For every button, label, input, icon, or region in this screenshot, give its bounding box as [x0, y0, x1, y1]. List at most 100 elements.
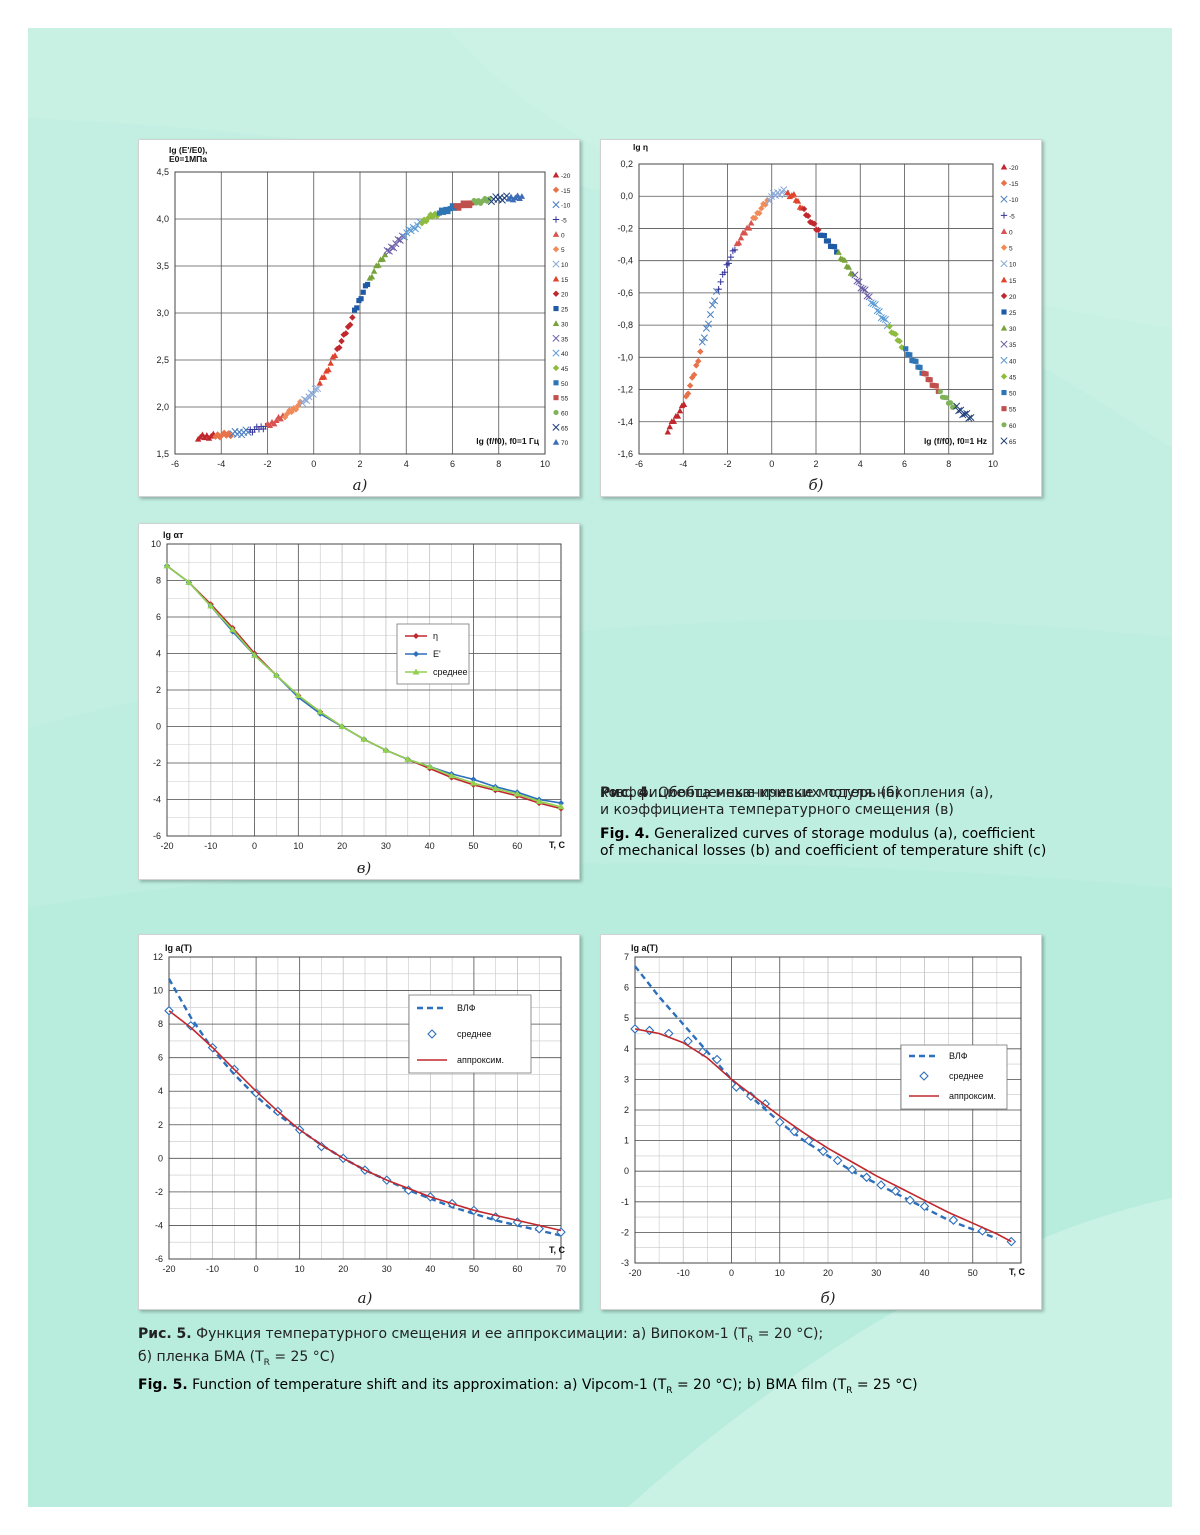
figure-4a-panel: -6-4-202468101,52,02,53,03,54,04,5-20-15… — [138, 139, 580, 497]
y-tick-label: 0,2 — [620, 159, 633, 169]
legend-marker — [553, 216, 559, 222]
fig5-ru-text: Функция температурного смещения и ее апп… — [196, 1326, 747, 1342]
data-point — [819, 1147, 827, 1155]
legend-entry: 30 — [1009, 326, 1017, 333]
x-tick-label: 10 — [295, 1264, 305, 1274]
legend-marker — [553, 291, 559, 297]
x-tick-label: -20 — [160, 841, 173, 851]
legend-entry: 25 — [561, 307, 569, 314]
legend-marker — [553, 172, 559, 178]
legend-marker — [1001, 325, 1007, 331]
legend-marker — [1001, 277, 1007, 283]
legend-marker — [553, 320, 559, 326]
y-tick-label: -1,6 — [617, 449, 633, 459]
legend-marker — [553, 350, 559, 356]
y-tick-label: -4 — [153, 795, 161, 805]
data-point — [913, 359, 918, 364]
legend-marker — [553, 395, 558, 400]
y-tick-label: 1 — [624, 1136, 629, 1146]
legend-marker — [1001, 341, 1007, 347]
y-tick-label: 8 — [158, 1019, 163, 1029]
fig4-ru-line-3: и коэффициента температурного смещения (… — [600, 802, 1070, 819]
legend-entry: среднее — [949, 1071, 984, 1081]
legend-entry: аппроксим. — [457, 1055, 504, 1065]
legend-entry: ВЛФ — [949, 1051, 968, 1061]
legend-entry: 50 — [561, 381, 569, 388]
data-point — [697, 348, 703, 354]
data-point — [717, 279, 723, 285]
data-point — [371, 268, 377, 274]
fig4-en-line-2: of mechanical losses (b) and coefficient… — [600, 843, 1070, 860]
data-point — [822, 233, 827, 238]
legend-entry: 10 — [1009, 262, 1017, 269]
legend-entry: 5 — [1009, 246, 1013, 253]
legend-marker — [1001, 244, 1007, 250]
legend-entry: 20 — [561, 292, 569, 299]
data-point — [687, 382, 693, 388]
y-tick-label: 4,0 — [156, 214, 169, 224]
data-point — [667, 423, 673, 429]
data-point — [713, 1056, 721, 1064]
y-tick-label: -3 — [621, 1258, 629, 1268]
x-axis-label: lg (f/f0), f0=1 Hz — [924, 436, 987, 446]
y-tick-label: -2 — [621, 1227, 629, 1237]
figure-4b-chart: -6-4-202468100,20,0-0,2-0,4-0,6-0,8-1,0-… — [601, 140, 1041, 496]
x-tick-label: 4 — [404, 459, 409, 469]
data-point — [317, 380, 323, 386]
legend-marker — [1001, 438, 1007, 444]
x-tick-label: 10 — [775, 1268, 785, 1278]
data-point — [907, 352, 912, 357]
legend-marker — [553, 424, 559, 430]
legend-marker — [1001, 164, 1007, 170]
legend-entry: 45 — [1009, 374, 1017, 381]
data-point — [665, 429, 671, 435]
x-axis-label: T, C — [549, 1245, 566, 1255]
legend-entry: 60 — [561, 410, 569, 417]
data-point — [948, 400, 953, 405]
x-tick-label: 8 — [496, 459, 501, 469]
legend-marker — [553, 380, 558, 385]
legend-entry: среднее — [433, 667, 468, 677]
data-point — [359, 296, 364, 301]
legend-marker — [553, 276, 559, 282]
legend-entry: -10 — [561, 203, 571, 210]
legend-entry: среднее — [457, 1029, 492, 1039]
x-axis-label: T, C — [1009, 1267, 1026, 1277]
y-tick-label: -2 — [155, 1187, 163, 1197]
legend-entry: ВЛФ — [457, 1003, 476, 1013]
x-tick-label: 6 — [450, 459, 455, 469]
data-point — [361, 290, 366, 295]
data-point — [677, 408, 683, 414]
y-tick-label: 4 — [158, 1086, 163, 1096]
y-axis-label: lg a(T) — [165, 943, 192, 953]
x-axis-label: T, C — [549, 840, 566, 850]
figure-4c-panel: -20-1001020304050601086420-2-4-6ηE'средн… — [138, 523, 580, 880]
x-tick-label: 30 — [381, 841, 391, 851]
data-point — [877, 1181, 885, 1189]
y-tick-label: -1,4 — [617, 417, 633, 427]
figure-5b-chart: -20-100102030405076543210-1-2-3ВЛФсредне… — [601, 935, 1041, 1309]
data-point — [938, 389, 943, 394]
y-tick-label: 2 — [156, 685, 161, 695]
legend-marker — [553, 410, 558, 415]
legend-marker — [1001, 212, 1007, 218]
y-tick-label: 3,5 — [156, 261, 169, 271]
x-tick-label: 0 — [254, 1264, 259, 1274]
legend-entry: 15 — [1009, 278, 1017, 285]
y-tick-label: -1,0 — [617, 352, 633, 362]
legend-entry: 35 — [561, 336, 569, 343]
x-tick-label: 0 — [252, 841, 257, 851]
data-point — [944, 395, 949, 400]
y-tick-label: 0 — [158, 1153, 163, 1163]
legend-entry: 35 — [1009, 342, 1017, 349]
y-tick-label: 4,5 — [156, 167, 169, 177]
fig4-en-label: Fig. 4. — [600, 826, 650, 842]
y-tick-label: 5 — [624, 1013, 629, 1023]
legend-marker — [1001, 357, 1007, 363]
y-tick-label: -0,4 — [617, 256, 633, 266]
legend-marker — [553, 439, 559, 445]
fig5-en-label: Fig. 5. — [138, 1377, 188, 1393]
data-point — [354, 305, 359, 310]
x-tick-label: 40 — [425, 1264, 435, 1274]
legend-marker — [553, 246, 559, 252]
